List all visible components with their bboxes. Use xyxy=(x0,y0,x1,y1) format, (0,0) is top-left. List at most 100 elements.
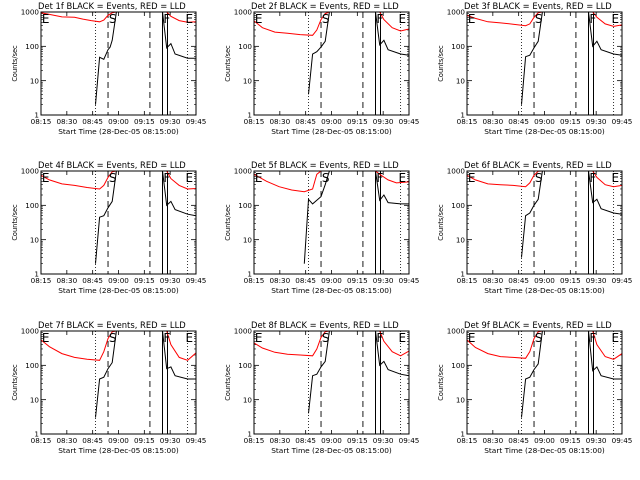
x-tick-label: 08:45 xyxy=(82,117,103,126)
x-tick-label: 08:30 xyxy=(56,117,77,126)
y-tick-label: 10 xyxy=(243,76,253,85)
chart-panel-2: Det 2f BLACK = Events, RED = LLD 1 10 100 10… xyxy=(224,1,419,136)
series-events xyxy=(95,171,196,264)
plot-area xyxy=(467,12,622,115)
x-tick-label: 09:30 xyxy=(373,117,394,126)
time-marker-label: F xyxy=(589,171,596,185)
panel-title: Det 3f BLACK = Events, RED = LLD xyxy=(464,1,612,11)
plot-frame xyxy=(40,330,197,435)
x-tick-label: 09:15 xyxy=(560,276,581,285)
y-tick-label: 100 xyxy=(238,201,252,210)
time-marker-label: E xyxy=(399,331,407,345)
x-tick-label: 08:30 xyxy=(56,276,77,285)
x-tick-label: 09:00 xyxy=(534,276,555,285)
x-tick-label: 09:30 xyxy=(586,117,607,126)
time-marker-label: F xyxy=(163,331,170,345)
y-axis-label: Counts/sec xyxy=(224,364,232,401)
x-tick-label: 09:45 xyxy=(612,436,633,445)
y-tick-label: 1000 xyxy=(447,8,466,17)
panel-title: Det 4f BLACK = Events, RED = LLD xyxy=(38,160,186,170)
plot-frame xyxy=(253,330,410,435)
y-tick-label: 100 xyxy=(451,201,465,210)
series-lld xyxy=(254,171,409,193)
plot-area xyxy=(41,331,196,434)
x-tick-label: 08:30 xyxy=(482,117,503,126)
y-tick-label: 10 xyxy=(30,76,40,85)
time-marker-label: E xyxy=(612,171,620,185)
x-tick-label: 08:30 xyxy=(482,276,503,285)
time-marker-label: F xyxy=(163,171,170,185)
x-tick-label: 09:15 xyxy=(347,276,368,285)
x-axis-label: Start Time (28-Dec-05 08:15:00) xyxy=(58,127,179,136)
x-tick-label: 08:45 xyxy=(508,436,529,445)
y-tick-label: 10 xyxy=(243,395,253,404)
y-tick-label: 1 xyxy=(247,430,252,439)
series-events xyxy=(308,331,409,414)
x-tick-label: 08:45 xyxy=(295,276,316,285)
x-tick-label: 09:45 xyxy=(186,276,207,285)
time-marker-label: E xyxy=(468,331,476,345)
y-tick-label: 100 xyxy=(451,42,465,51)
plot-area xyxy=(41,12,196,115)
time-marker-label: S xyxy=(322,331,330,345)
time-marker-label: E xyxy=(399,171,407,185)
chart-panel-8: Det 8f BLACK = Events, RED = LLD 1 10 100 10… xyxy=(224,320,419,455)
time-marker-label: E xyxy=(186,12,194,26)
time-marker-label: S xyxy=(322,171,330,185)
y-tick-label: 1000 xyxy=(234,167,253,176)
x-tick-label: 08:15 xyxy=(244,436,265,445)
time-marker-label: E xyxy=(468,171,476,185)
x-tick-label: 09:30 xyxy=(586,436,607,445)
x-tick-label: 09:00 xyxy=(321,436,342,445)
x-tick-label: 08:45 xyxy=(508,276,529,285)
y-tick-label: 10 xyxy=(456,235,466,244)
x-axis-label: Start Time (28-Dec-05 08:15:00) xyxy=(58,286,179,295)
chart-panel-9: Det 9f BLACK = Events, RED = LLD 1 10 100 10… xyxy=(437,320,632,455)
x-tick-label: 09:15 xyxy=(134,117,155,126)
y-tick-label: 100 xyxy=(238,42,252,51)
x-tick-label: 09:00 xyxy=(534,117,555,126)
y-axis-label: Counts/sec xyxy=(11,364,19,401)
x-tick-label: 09:15 xyxy=(134,436,155,445)
y-tick-label: 10 xyxy=(30,395,40,404)
x-tick-label: 08:45 xyxy=(508,117,529,126)
panel-title: Det 7f BLACK = Events, RED = LLD xyxy=(38,320,186,330)
x-tick-label: 09:00 xyxy=(321,276,342,285)
chart-panel-7: Det 7f BLACK = Events, RED = LLD 1 10 100 10… xyxy=(11,320,206,455)
y-axis-label: Counts/sec xyxy=(224,45,232,82)
x-axis-label: Start Time (28-Dec-05 08:15:00) xyxy=(271,446,392,455)
x-tick-label: 09:30 xyxy=(586,276,607,285)
x-tick-label: 09:45 xyxy=(612,117,633,126)
chart-panel-3: Det 3f BLACK = Events, RED = LLD 1 10 100 10… xyxy=(437,1,632,136)
plot-area xyxy=(254,171,409,274)
time-marker-label: E xyxy=(255,171,263,185)
x-tick-label: 08:45 xyxy=(82,436,103,445)
plot-frame xyxy=(466,330,623,435)
x-tick-label: 08:15 xyxy=(457,276,478,285)
series-events xyxy=(303,171,409,264)
time-marker-label: F xyxy=(376,171,383,185)
x-tick-label: 09:15 xyxy=(134,276,155,285)
series-lld xyxy=(41,12,196,23)
x-axis-label: Start Time (28-Dec-05 08:15:00) xyxy=(484,286,605,295)
x-tick-label: 08:45 xyxy=(295,436,316,445)
x-tick-label: 08:30 xyxy=(269,436,290,445)
plot-frame xyxy=(253,170,410,275)
x-tick-label: 09:15 xyxy=(560,117,581,126)
y-tick-label: 100 xyxy=(25,201,39,210)
x-tick-label: 09:45 xyxy=(186,436,207,445)
x-tick-label: 09:00 xyxy=(321,117,342,126)
time-marker-label: S xyxy=(109,171,117,185)
series-lld xyxy=(254,331,409,357)
x-tick-label: 08:15 xyxy=(457,117,478,126)
x-tick-label: 09:45 xyxy=(399,276,420,285)
x-axis-label: Start Time (28-Dec-05 08:15:00) xyxy=(271,286,392,295)
y-tick-label: 1 xyxy=(460,270,465,279)
x-tick-label: 08:30 xyxy=(482,436,503,445)
x-tick-label: 09:00 xyxy=(534,436,555,445)
x-tick-label: 08:15 xyxy=(244,117,265,126)
x-tick-label: 08:30 xyxy=(269,117,290,126)
x-tick-label: 09:30 xyxy=(160,436,181,445)
plot-frame xyxy=(253,11,410,116)
time-marker-label: E xyxy=(42,331,50,345)
